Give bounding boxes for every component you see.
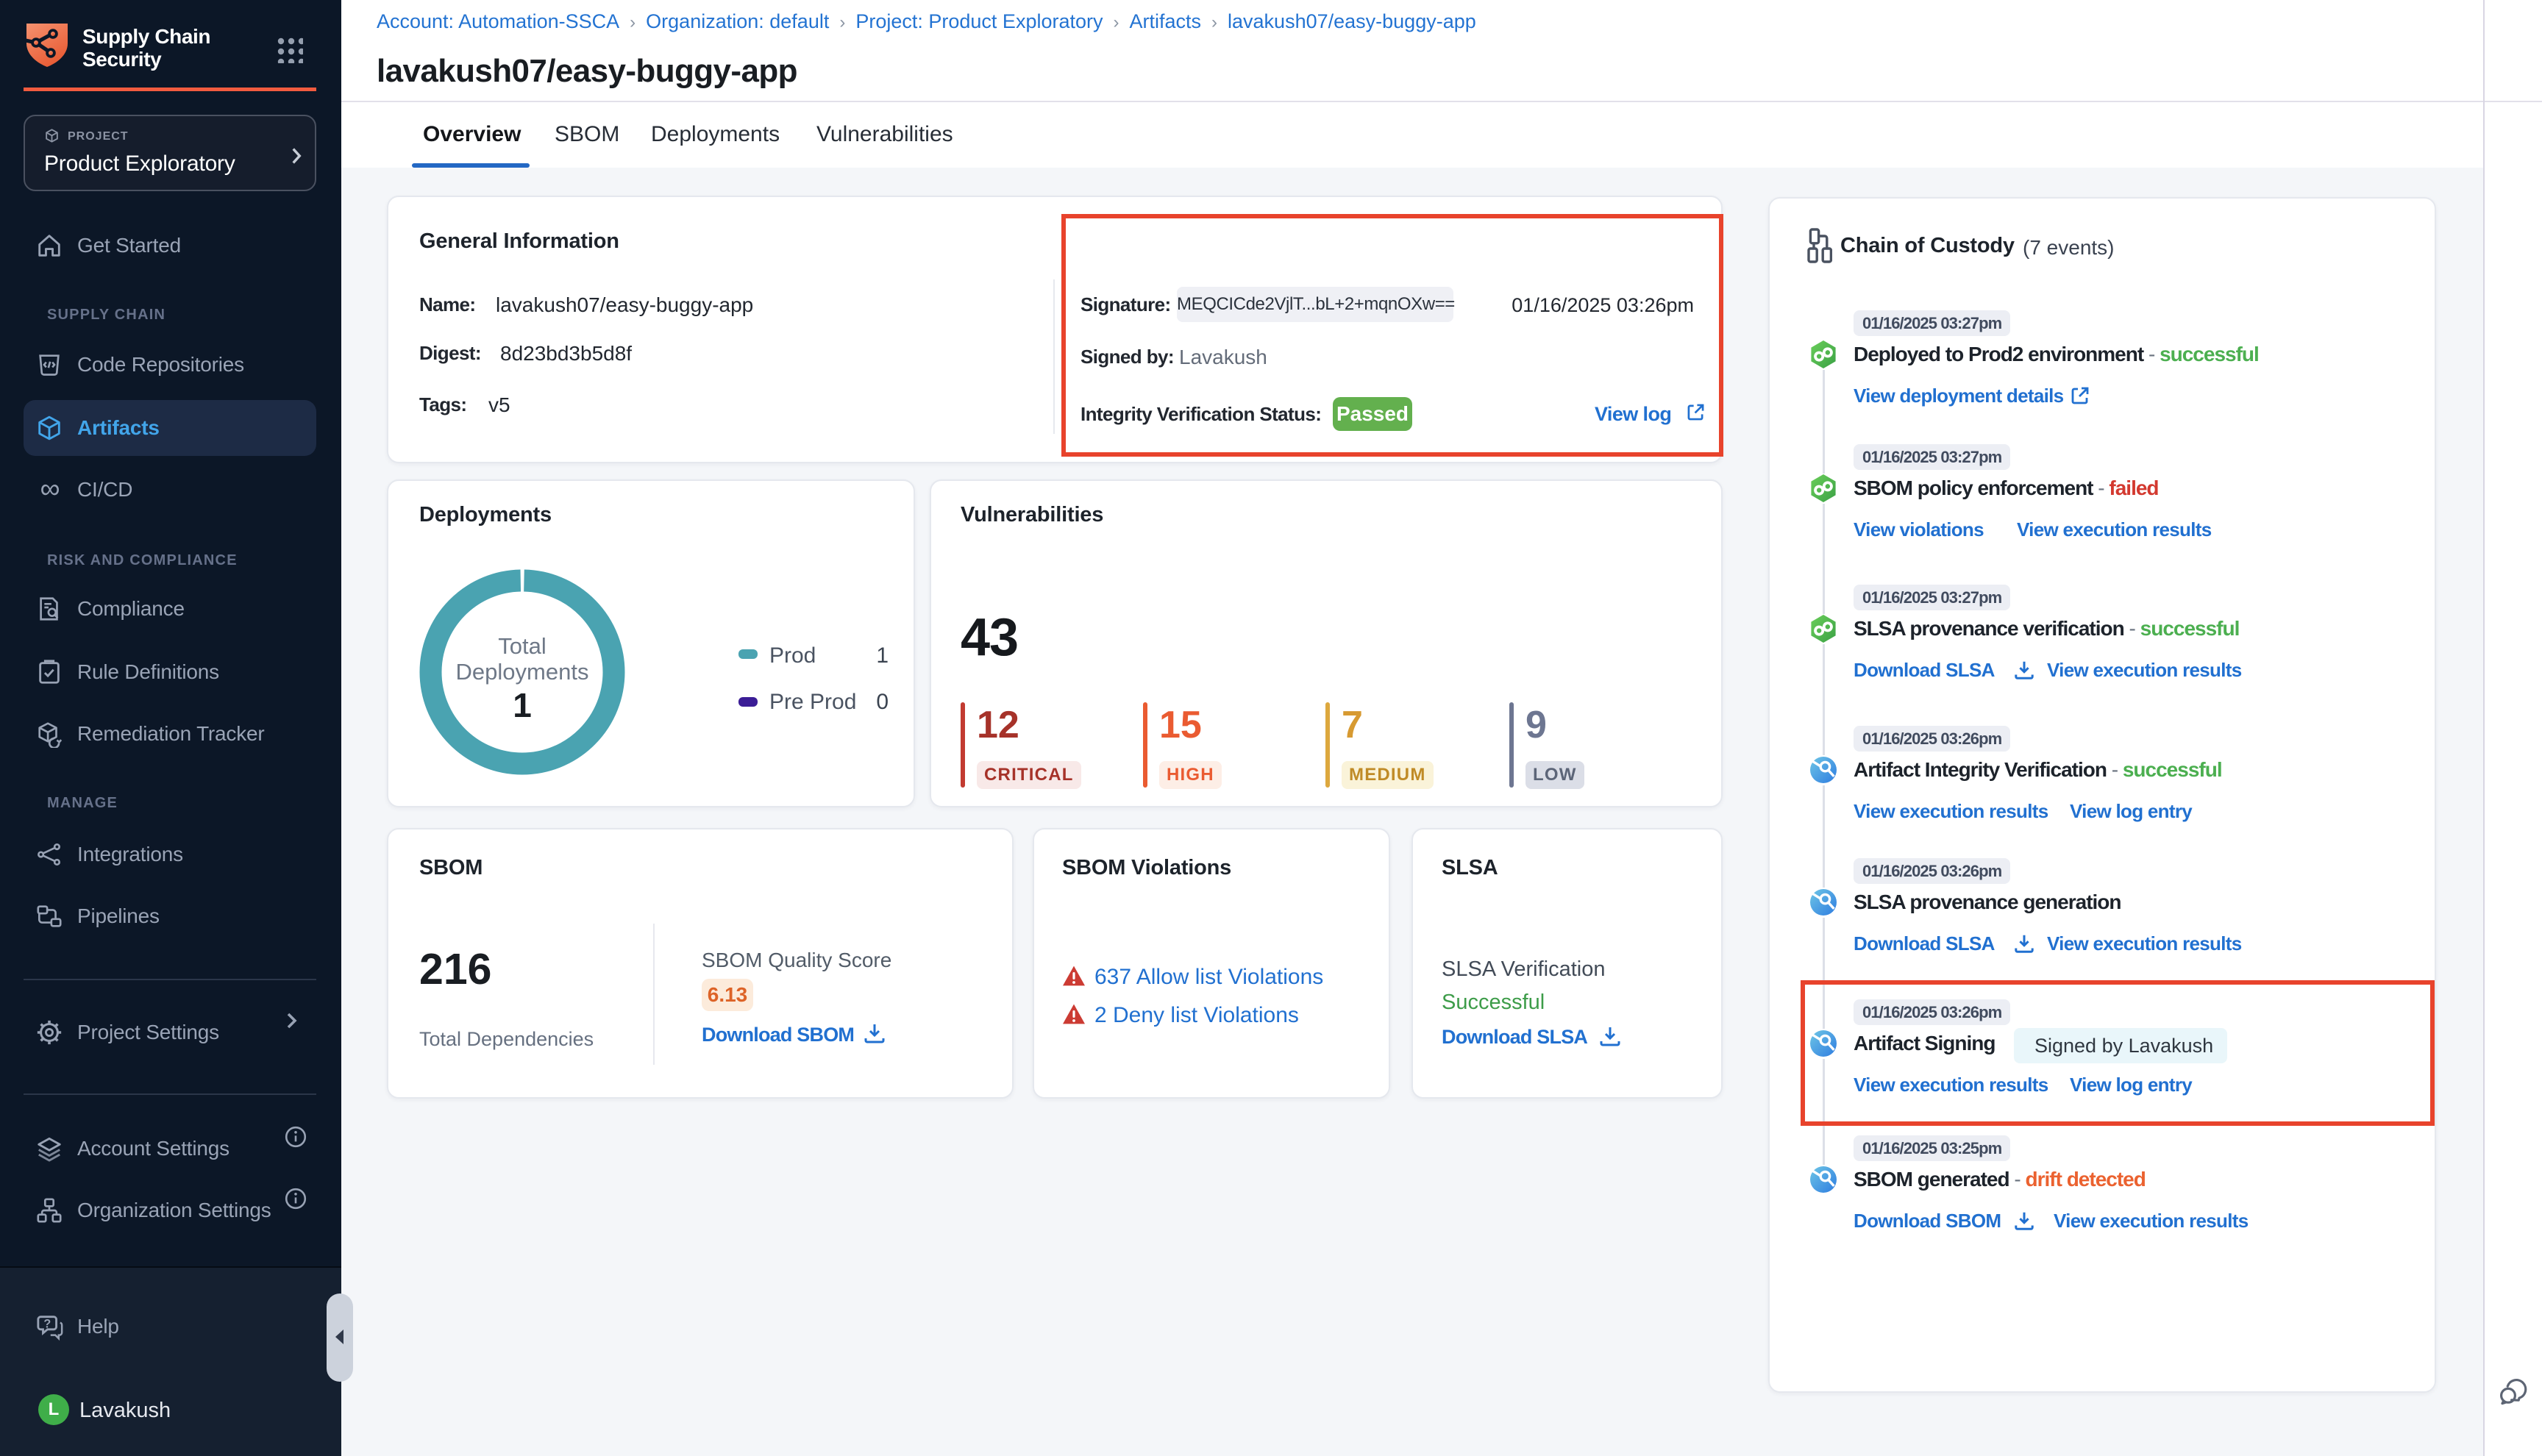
svg-text:?: ? — [43, 1318, 51, 1331]
svg-text:∞: ∞ — [40, 476, 60, 504]
